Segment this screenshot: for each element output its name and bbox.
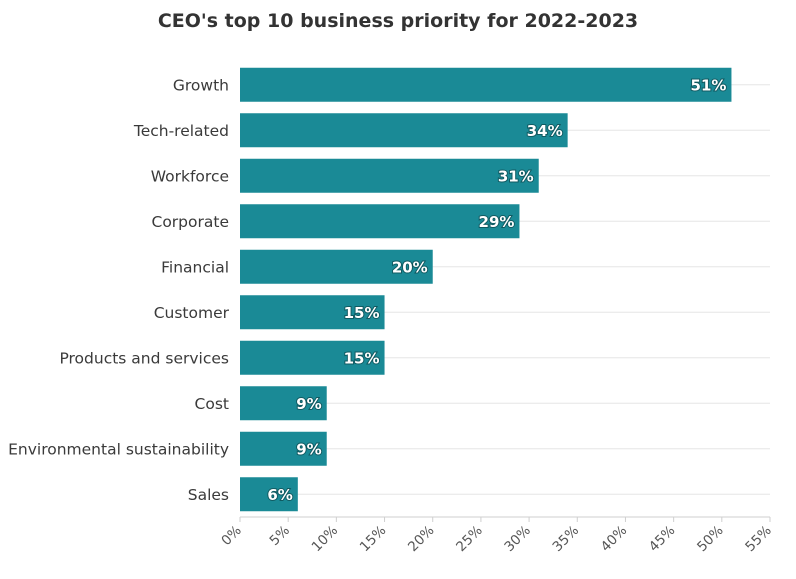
category-label: Workforce [151, 167, 229, 185]
data-label: 34% [527, 122, 563, 140]
category-label: Products and services [59, 349, 229, 367]
x-tick-label: 25% [453, 522, 486, 555]
x-tick-label: 40% [598, 522, 631, 555]
data-label: 29% [479, 213, 515, 231]
data-label: 20% [392, 258, 428, 276]
data-label: 9% [296, 395, 321, 413]
bar [240, 340, 385, 375]
bar [240, 204, 520, 239]
data-label: 6% [267, 486, 292, 504]
x-tick-label: 0% [218, 522, 245, 549]
category-label: Cost [195, 395, 229, 413]
data-label: 15% [344, 349, 380, 367]
x-tick-label: 20% [405, 522, 438, 555]
x-tick-label: 5% [267, 522, 294, 549]
bar [240, 113, 568, 148]
bar [240, 386, 327, 421]
category-label: Tech-related [133, 122, 229, 140]
category-label: Environmental sustainability [8, 440, 229, 458]
bar [240, 295, 385, 330]
data-label: 9% [296, 440, 321, 458]
bar [240, 431, 327, 466]
data-label: 31% [498, 167, 534, 185]
x-tick-label: 50% [694, 522, 727, 555]
x-tick-label: 10% [309, 522, 342, 555]
x-tick-label: 30% [501, 522, 534, 555]
category-label: Corporate [152, 213, 230, 231]
bar [240, 67, 732, 102]
chart-title: CEO's top 10 business priority for 2022-… [157, 10, 639, 32]
bar [240, 158, 539, 193]
data-label: 51% [691, 76, 727, 94]
x-tick-label: 45% [646, 522, 679, 555]
category-label: Growth [173, 76, 229, 94]
bar [240, 249, 433, 284]
x-tick-label: 35% [550, 522, 583, 555]
category-label: Customer [154, 304, 230, 322]
data-label: 15% [344, 304, 380, 322]
x-tick-label: 55% [742, 522, 775, 555]
bar [240, 477, 298, 512]
category-label: Sales [188, 486, 229, 504]
x-tick-label: 15% [357, 522, 390, 555]
category-label: Financial [161, 258, 229, 276]
